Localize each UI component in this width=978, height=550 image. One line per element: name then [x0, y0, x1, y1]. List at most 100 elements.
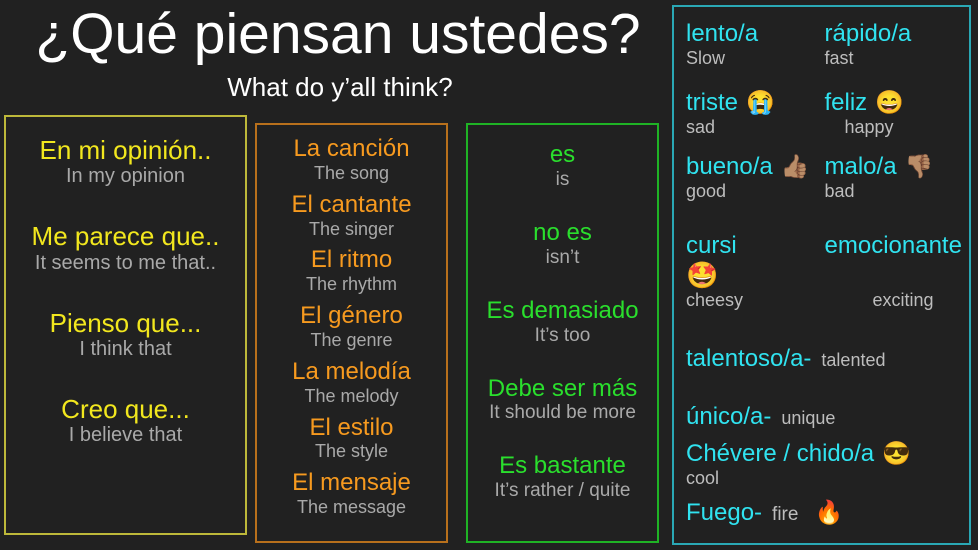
- english-translation: I think that: [79, 337, 172, 360]
- vocab-entry: La melodía The melody: [292, 358, 411, 407]
- english-translation: is: [555, 168, 570, 190]
- spanish-phrase: Es demasiado: [486, 296, 639, 324]
- verb-phrases-box: es is no es isn’t Es demasiado It’s too …: [466, 123, 659, 543]
- adjective-pair-row: triste 😭 sad feliz 😄 happy: [686, 89, 963, 138]
- spanish-phrase: El mensaje: [292, 469, 411, 497]
- spanish-phrase: talentoso/a-: [686, 344, 812, 372]
- vocab-entry: feliz 😄 happy: [825, 89, 964, 138]
- english-translation: The singer: [308, 218, 395, 239]
- slide-title: ¿Qué piensan ustedes?: [35, 2, 641, 66]
- spanish-phrase: El género: [300, 302, 403, 330]
- vocab-entry: lento/a Slow: [686, 20, 825, 69]
- vocab-entry: triste 😭 sad: [686, 89, 825, 138]
- english-translation: The song: [313, 162, 390, 183]
- grinning-face-emoji: 😄: [875, 88, 904, 115]
- vocab-entry: Chévere / chido/a 😎 cool: [686, 440, 963, 489]
- sunglasses-face-emoji: 😎: [882, 440, 911, 467]
- english-translation: exciting: [872, 289, 934, 310]
- english-translation: fire: [772, 504, 799, 526]
- spanish-phrase: El estilo: [309, 413, 394, 441]
- vocab-entry: rápido/a fast: [825, 20, 964, 69]
- english-translation: It seems to me that..: [34, 251, 217, 274]
- vocab-entry: bueno/a 👍🏽 good: [686, 153, 825, 202]
- english-translation: talented: [821, 349, 886, 370]
- spanish-phrase: En mi opinión..: [39, 135, 212, 165]
- vocab-entry: cursi 🤩 cheesy: [686, 232, 825, 311]
- english-translation: sad: [686, 116, 716, 137]
- spanish-phrase: rápido/a: [824, 20, 912, 47]
- spanish-phrase: cursi: [686, 232, 737, 260]
- english-translation: The style: [314, 441, 388, 462]
- vocab-entry: Debe ser más It should be more: [488, 375, 637, 425]
- english-translation: good: [686, 181, 727, 202]
- spacer: [825, 260, 964, 290]
- english-translation: The rhythm: [305, 274, 398, 295]
- spanish-phrase: El ritmo: [310, 246, 393, 274]
- spanish-phrase: bueno/a: [686, 153, 773, 181]
- spanish-phrase: Me parece que..: [31, 221, 220, 252]
- spanish-phrase: La melodía: [292, 357, 411, 385]
- vocab-entry: El ritmo The rhythm: [306, 246, 397, 295]
- adjective-pair-row: bueno/a 👍🏽 good malo/a 👎🏽 bad: [686, 153, 963, 202]
- vocab-entry: El mensaje The message: [292, 469, 411, 518]
- vocab-entry: Me parece que.. It seems to me that..: [32, 221, 220, 274]
- adjective-inline-row: talentoso/a-talented: [686, 345, 963, 373]
- english-translation: isn’t: [545, 246, 580, 268]
- vocab-entry: El género The genre: [300, 302, 403, 351]
- spanish-phrase: Creo que...: [61, 394, 190, 425]
- vocab-entry: Pienso que... I think that: [50, 308, 202, 361]
- english-translation: happy: [844, 116, 894, 137]
- thumbs-down-emoji: 👎🏽: [904, 153, 934, 180]
- spanish-phrase: El cantante: [291, 190, 412, 218]
- vocab-entry: malo/a 👎🏽 bad: [825, 153, 964, 202]
- spanish-phrase: no es: [533, 218, 592, 246]
- slide-subtitle: What do y’all think?: [227, 72, 453, 102]
- spanish-phrase: es: [549, 141, 576, 168]
- english-translation: The melody: [304, 385, 399, 406]
- spanish-phrase: Fuego-: [686, 499, 763, 527]
- vocab-entry: La canción The song: [293, 135, 409, 184]
- english-translation: It’s rather / quite: [494, 480, 631, 502]
- spanish-phrase: Es bastante: [499, 452, 626, 480]
- english-translation: The message: [296, 497, 407, 518]
- english-translation: bad: [824, 181, 855, 202]
- vocab-entry: emocionante exciting: [825, 232, 964, 311]
- english-translation: Slow: [686, 47, 726, 68]
- spanish-phrase: La canción: [293, 135, 410, 162]
- spanish-phrase: Pienso que...: [49, 307, 202, 338]
- spanish-phrase: Chévere / chido/a: [686, 440, 875, 468]
- music-nouns-box: La canción The song El cantante The sing…: [255, 123, 448, 543]
- adjective-pair-row: lento/a Slow rápido/a fast: [686, 20, 963, 69]
- opinion-phrases-box: En mi opinión.. In my opinion Me parece …: [4, 115, 247, 535]
- vocab-entry: Creo que... I believe that: [61, 394, 190, 447]
- vocab-entry: Fuego-fire 🔥: [686, 499, 963, 527]
- english-translation: cheesy: [686, 289, 744, 310]
- vocab-entry: El cantante The singer: [291, 191, 411, 240]
- english-translation: cool: [686, 468, 720, 489]
- english-translation: The genre: [310, 329, 393, 350]
- english-translation: It should be more: [489, 402, 636, 424]
- spanish-phrase: emocionante: [824, 232, 962, 260]
- adjective-inline-row: único/a-unique: [686, 403, 963, 431]
- adjectives-box: lento/a Slow rápido/a fast triste 😭 sad f…: [672, 5, 971, 545]
- english-translation: unique: [781, 407, 836, 428]
- adjective-pair-row: cursi 🤩 cheesy emocionante exciting: [686, 232, 963, 311]
- vocab-entry: Es demasiado It’s too: [486, 297, 638, 347]
- spanish-phrase: lento/a: [686, 20, 759, 47]
- vocab-entry: no es isn’t: [533, 219, 592, 269]
- star-struck-emoji: 🤩: [686, 259, 719, 290]
- english-translation: In my opinion: [66, 165, 185, 188]
- loudly-crying-face-emoji: 😭: [746, 88, 775, 115]
- english-translation: I believe that: [68, 424, 183, 447]
- fire-emoji: 🔥: [814, 499, 844, 526]
- spanish-phrase: malo/a: [824, 153, 897, 181]
- vocab-entry: En mi opinión.. In my opinion: [40, 135, 212, 188]
- vocab-entry: Es bastante It’s rather / quite: [495, 452, 631, 502]
- thumbs-up-emoji: 👍🏽: [780, 153, 810, 180]
- english-translation: It’s too: [534, 324, 591, 346]
- spanish-phrase: feliz: [824, 88, 868, 116]
- spanish-phrase: Debe ser más: [487, 374, 638, 402]
- vocab-entry: El estilo The style: [309, 414, 393, 463]
- spanish-phrase: triste: [686, 88, 739, 116]
- vocab-entry: es is: [550, 141, 575, 191]
